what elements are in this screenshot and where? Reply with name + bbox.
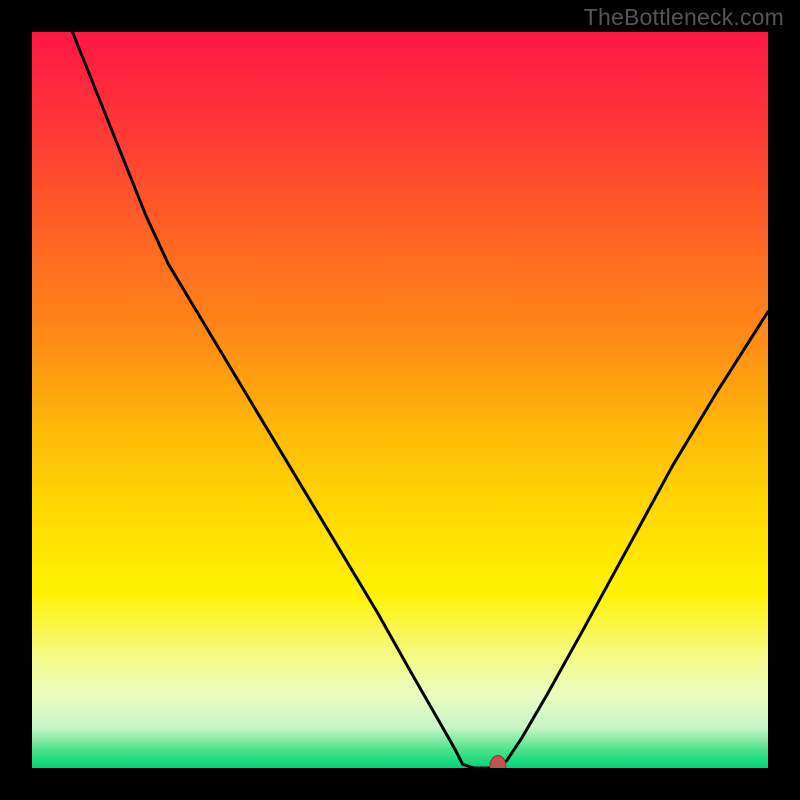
outer-border-right [768, 0, 800, 800]
chart-svg [0, 0, 800, 800]
chart-frame: TheBottleneck.com [0, 0, 800, 800]
plot-background [32, 32, 768, 768]
outer-border-bottom [0, 768, 800, 800]
watermark-label: TheBottleneck.com [584, 4, 784, 31]
outer-border-left [0, 0, 32, 800]
